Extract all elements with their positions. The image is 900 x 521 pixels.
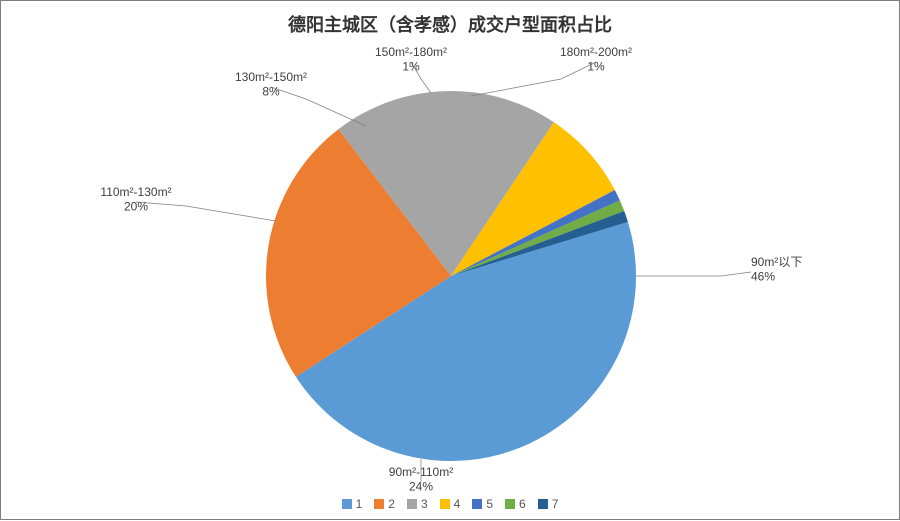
legend-item-2: 2	[374, 496, 395, 511]
legend-swatch	[407, 499, 417, 509]
legend: 1 2 3 4 5 6 7	[1, 496, 899, 511]
legend-label: 6	[519, 497, 526, 511]
callout-3: 110m²-130m²20%	[100, 185, 171, 213]
legend-label: 2	[388, 497, 395, 511]
legend-item-1: 1	[342, 496, 363, 511]
legend-swatch	[374, 499, 384, 509]
callout-5: 150m²-180m²1%	[375, 45, 447, 73]
legend-label: 5	[486, 497, 493, 511]
legend-swatch	[472, 499, 482, 509]
callout-6: 180m²-200m²1%	[560, 45, 632, 73]
pie-chart: 90m²以下46% 90m²-110m²24% 110m²-130m²20% 130m…	[1, 1, 900, 521]
legend-swatch	[342, 499, 352, 509]
chart-frame: 德阳主城区（含孝感）成交户型面积占比 LEJU乐居 90m²以下46%90m²-…	[0, 0, 900, 520]
callout-1: 90m²以下46%	[751, 255, 802, 283]
legend-item-7: 7	[538, 496, 559, 511]
legend-swatch	[538, 499, 548, 509]
leader-line-6	[471, 62, 596, 96]
legend-label: 1	[356, 497, 363, 511]
legend-item-3: 3	[407, 496, 428, 511]
leader-line-3	[136, 202, 276, 221]
callout-2: 90m²-110m²24%	[389, 465, 453, 493]
legend-label: 4	[454, 497, 461, 511]
legend-swatch	[440, 499, 450, 509]
legend-item-6: 6	[505, 496, 526, 511]
legend-item-4: 4	[440, 496, 461, 511]
leader-line-1	[636, 272, 751, 276]
legend-label: 7	[552, 497, 559, 511]
legend-item-5: 5	[472, 496, 493, 511]
legend-label: 3	[421, 497, 428, 511]
legend-swatch	[505, 499, 515, 509]
callout-4: 130m²-150m²8%	[235, 70, 307, 98]
